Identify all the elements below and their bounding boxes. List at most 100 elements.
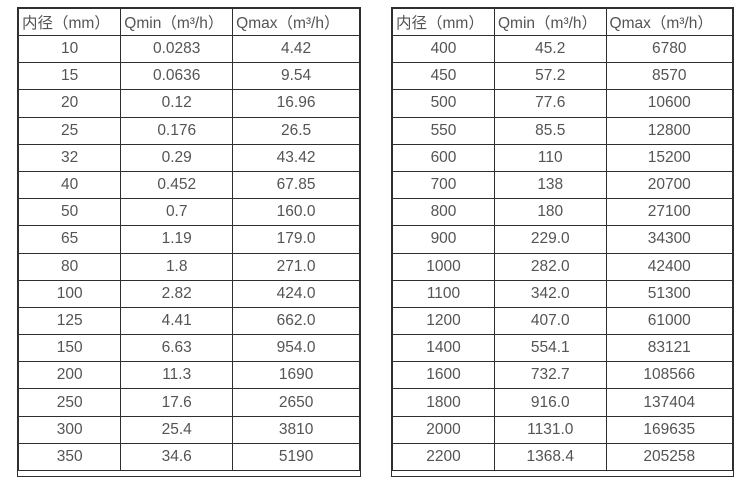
table-row: 800 180 27100 bbox=[392, 198, 734, 227]
table-cell: 954.0 bbox=[232, 334, 360, 363]
table-row: 500 77.6 10600 bbox=[392, 89, 734, 118]
table-row: 1800 916.0 137404 bbox=[392, 388, 734, 417]
table-row: 10 0.0283 4.42 bbox=[17, 34, 360, 64]
table-cell: 2200 bbox=[392, 442, 495, 472]
table-header-row: 内径（mm） Qmin（m³/h） Qmax（m³/h） bbox=[392, 8, 734, 36]
table-cell: 25 bbox=[17, 116, 122, 145]
table-row: 15 0.0636 9.54 bbox=[17, 62, 360, 91]
table-cell: 0.12 bbox=[120, 89, 234, 118]
table-cell: 1690 bbox=[232, 361, 360, 390]
table-cell: 342.0 bbox=[494, 279, 607, 308]
table-cell: 20 bbox=[17, 89, 122, 118]
table-cell: 20700 bbox=[605, 170, 734, 200]
table-cell: 500 bbox=[392, 89, 495, 118]
table-row: 250 17.6 2650 bbox=[17, 388, 360, 417]
table-cell: 83121 bbox=[605, 334, 734, 363]
column-header: Qmax（m³/h） bbox=[232, 8, 360, 36]
table-row: 1000 282.0 42400 bbox=[392, 252, 734, 281]
table-cell: 229.0 bbox=[494, 225, 607, 254]
table-cell: 108566 bbox=[605, 361, 734, 390]
table-cell: 205258 bbox=[605, 442, 734, 472]
table-cell: 6.63 bbox=[120, 334, 234, 363]
table-row: 25 0.176 26.5 bbox=[17, 116, 360, 145]
column-header: Qmax（m³/h） bbox=[605, 8, 734, 36]
table-cell: 450 bbox=[392, 62, 495, 91]
table-cell: 179.0 bbox=[232, 225, 360, 254]
table-cell: 3810 bbox=[232, 415, 360, 444]
table-cell: 1800 bbox=[392, 388, 495, 417]
table: 内径（mm） Qmin（m³/h） Qmax（m³/h） 10 0.0283 4.42 1… bbox=[17, 8, 360, 472]
table-cell: 110 bbox=[494, 143, 607, 172]
table-cell: 85.5 bbox=[494, 116, 607, 145]
table-row: 350 34.6 5190 bbox=[17, 442, 360, 472]
table-cell: 43.42 bbox=[232, 143, 360, 172]
table-cell: 16.96 bbox=[232, 89, 360, 118]
table-row: 50 0.7 160.0 bbox=[17, 198, 360, 227]
table-row: 1200 407.0 61000 bbox=[392, 306, 734, 336]
table-header-row: 内径（mm） Qmin（m³/h） Qmax（m³/h） bbox=[17, 8, 360, 36]
table-cell: 8570 bbox=[605, 62, 734, 91]
table-cell: 17.6 bbox=[120, 388, 234, 417]
table-row: 700 138 20700 bbox=[392, 170, 734, 200]
table-cell: 1400 bbox=[392, 334, 495, 363]
table: 内径（mm） Qmin（m³/h） Qmax（m³/h） 400 45.2 6780 45… bbox=[392, 8, 734, 472]
table-cell: 1600 bbox=[392, 361, 495, 390]
table-cell: 4.41 bbox=[120, 306, 234, 336]
table-cell: 200 bbox=[17, 361, 122, 390]
table-cell: 600 bbox=[392, 143, 495, 172]
table-cell: 1000 bbox=[392, 252, 495, 281]
table-cell: 32 bbox=[17, 143, 122, 172]
table-cell: 350 bbox=[17, 442, 122, 472]
table-cell: 800 bbox=[392, 198, 495, 227]
table-cell: 1200 bbox=[392, 306, 495, 336]
table-row: 1400 554.1 83121 bbox=[392, 334, 734, 363]
table-row: 20 0.12 16.96 bbox=[17, 89, 360, 118]
table-cell: 700 bbox=[392, 170, 495, 200]
table-cell: 916.0 bbox=[494, 388, 607, 417]
table-cell: 2650 bbox=[232, 388, 360, 417]
table-cell: 26.5 bbox=[232, 116, 360, 145]
table-cell: 138 bbox=[494, 170, 607, 200]
table-cell: 2.82 bbox=[120, 279, 234, 308]
table-row: 1100 342.0 51300 bbox=[392, 279, 734, 308]
table-cell: 662.0 bbox=[232, 306, 360, 336]
flow-rate-table-large-diameters: 内径（mm） Qmin（m³/h） Qmax（m³/h） 400 45.2 6780 45… bbox=[391, 7, 734, 477]
table-cell: 100 bbox=[17, 279, 122, 308]
table-cell: 1.19 bbox=[120, 225, 234, 254]
table-cell: 50 bbox=[17, 198, 122, 227]
table-cell: 45.2 bbox=[494, 34, 607, 64]
table-row: 200 11.3 1690 bbox=[17, 361, 360, 390]
table-cell: 6780 bbox=[605, 34, 734, 64]
table-row: 1600 732.7 108566 bbox=[392, 361, 734, 390]
table-cell: 4.42 bbox=[232, 34, 360, 64]
table-cell: 424.0 bbox=[232, 279, 360, 308]
table-row: 300 25.4 3810 bbox=[17, 415, 360, 444]
table-cell: 271.0 bbox=[232, 252, 360, 281]
table-cell: 10 bbox=[17, 34, 122, 64]
flow-rate-table-small-diameters: 内径（mm） Qmin（m³/h） Qmax（m³/h） 10 0.0283 4.42 1… bbox=[17, 7, 361, 477]
table-row: 65 1.19 179.0 bbox=[17, 225, 360, 254]
table-cell: 80 bbox=[17, 252, 122, 281]
table-cell: 0.7 bbox=[120, 198, 234, 227]
table-cell: 51300 bbox=[605, 279, 734, 308]
table-cell: 400 bbox=[392, 34, 495, 64]
table-cell: 137404 bbox=[605, 388, 734, 417]
table-cell: 15200 bbox=[605, 143, 734, 172]
table-cell: 125 bbox=[17, 306, 122, 336]
table-cell: 10600 bbox=[605, 89, 734, 118]
table-cell: 160.0 bbox=[232, 198, 360, 227]
table-cell: 1.8 bbox=[120, 252, 234, 281]
table-cell: 1100 bbox=[392, 279, 495, 308]
column-header: Qmin（m³/h） bbox=[120, 8, 234, 36]
table-cell: 0.0636 bbox=[120, 62, 234, 91]
table-row: 2200 1368.4 205258 bbox=[392, 442, 734, 472]
table-cell: 250 bbox=[17, 388, 122, 417]
table-cell: 169635 bbox=[605, 415, 734, 444]
table-cell: 180 bbox=[494, 198, 607, 227]
table-cell: 9.54 bbox=[232, 62, 360, 91]
table-cell: 42400 bbox=[605, 252, 734, 281]
table-cell: 900 bbox=[392, 225, 495, 254]
table-cell: 0.29 bbox=[120, 143, 234, 172]
table-row: 600 110 15200 bbox=[392, 143, 734, 172]
